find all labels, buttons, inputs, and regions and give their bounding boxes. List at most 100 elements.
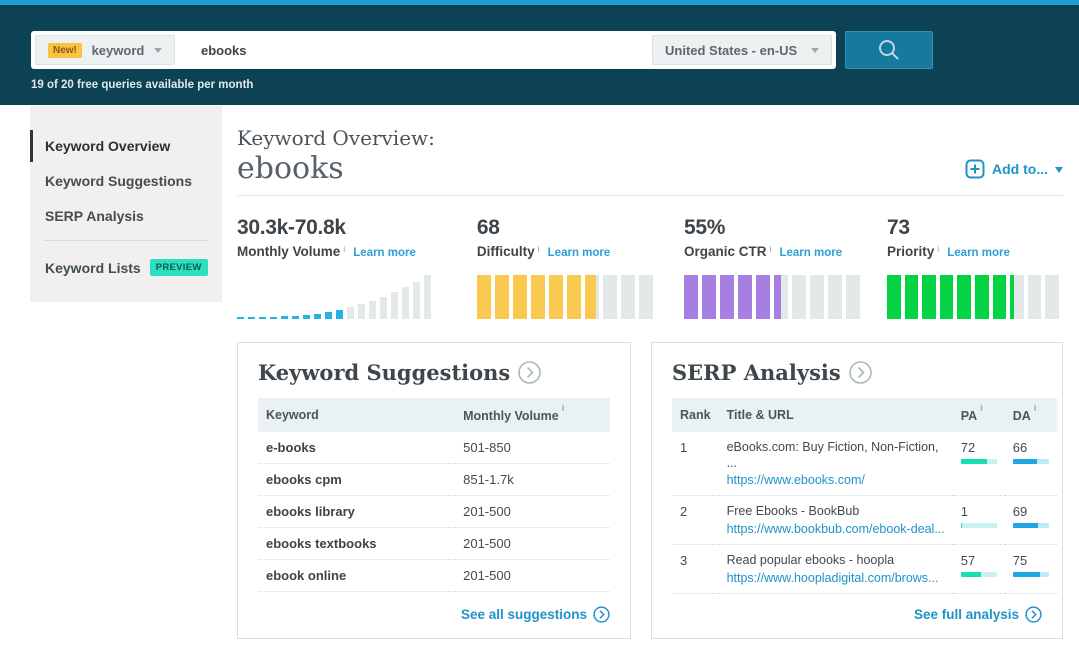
sidebar-item-label: SERP Analysis: [45, 208, 144, 224]
chevron-circle-icon[interactable]: [518, 361, 542, 384]
histogram-bar: [281, 316, 288, 319]
da-bar: [1012, 572, 1049, 578]
metric-value: 30.3k-70.8k: [237, 216, 346, 239]
result-url[interactable]: https://www.hoopladigital.com/brows...: [726, 570, 939, 585]
title-url-cell: eBooks.com: Buy Fiction, Non-Fiction, ..…: [718, 432, 953, 497]
scale-bar-fill: [887, 275, 901, 319]
result-title: eBooks.com: Buy Fiction, Non-Fiction, ..…: [726, 440, 939, 470]
histogram-bar: [369, 300, 376, 319]
da-value: 66: [1012, 440, 1028, 456]
rank-cell: 3: [672, 544, 719, 594]
sidebar-item-serp-analysis[interactable]: SERP Analysis: [30, 200, 222, 232]
column-header-pa: PAi: [960, 403, 983, 424]
histogram-bar: [237, 317, 244, 319]
table-row: ebooks cpm 851-1.7k: [258, 463, 610, 497]
scale-bar: [809, 275, 824, 319]
pa-bar: [960, 572, 997, 578]
table-row: 2 Free Ebooks - BookBub https://www.bookbu…: [672, 495, 1057, 546]
scale-bar-fill: [992, 275, 1007, 319]
chevron-down-icon: [1055, 167, 1063, 173]
result-url[interactable]: https://www.bookbub.com/ebook-deal...: [726, 522, 945, 537]
rank-cell: 1: [672, 432, 719, 497]
main-content: Keyword Overview: ebooks Add to... 30.3k…: [237, 106, 1063, 639]
scale-bar: [683, 275, 698, 319]
table-row: ebooks library 201-500: [258, 495, 610, 529]
result-title: Read popular ebooks - hoopla: [726, 553, 895, 568]
serp-analysis-card: SERP Analysis Rank Title & URL PAi: [651, 342, 1063, 639]
pa-bar-fill: [960, 572, 982, 578]
histogram-bar: [347, 307, 354, 319]
pa-bar-fill: [960, 459, 987, 465]
page-title: Keyword Overview:: [237, 126, 435, 150]
keyword-cell: ebooks textbooks: [258, 527, 456, 561]
sidebar-item-keyword-lists[interactable]: Keyword Lists PREVIEW: [30, 251, 222, 284]
scale-bar: [1045, 275, 1059, 319]
scale-bar: [791, 275, 806, 319]
learn-more-link[interactable]: Learn more: [947, 247, 1010, 259]
da-bar: [1012, 459, 1049, 465]
result-url[interactable]: https://www.ebooks.com/: [726, 473, 865, 488]
learn-more-link[interactable]: Learn more: [353, 247, 416, 259]
scale-bar-fill: [701, 275, 716, 319]
info-icon: i: [769, 244, 772, 254]
scale-bar: [827, 275, 842, 319]
metric-organic-ctr: 55% Organic CTR i Learn more: [683, 216, 887, 319]
sidebar-item-label: Keyword Overview: [45, 138, 171, 154]
scale-bar-fill: [584, 275, 597, 319]
histogram-bar: [413, 281, 420, 319]
scale-bar-fill: [755, 275, 770, 319]
sidebar-item-keyword-suggestions[interactable]: Keyword Suggestions: [30, 165, 222, 197]
scale-bar: [476, 275, 491, 319]
pa-bar: [960, 523, 997, 529]
see-all-suggestions-link[interactable]: See all suggestions: [461, 606, 610, 623]
add-to-button[interactable]: Add to...: [965, 159, 1063, 179]
scale-bar-fill: [476, 275, 491, 319]
scale-bar-fill: [737, 275, 752, 319]
scale-bar: [566, 275, 581, 319]
quota-note: 19 of 20 free queries available per mont…: [31, 79, 254, 91]
sidebar-item-keyword-overview[interactable]: Keyword Overview: [30, 130, 222, 162]
metric-label: Organic CTR: [683, 244, 767, 259]
scale-bar: [548, 275, 563, 319]
learn-more-link[interactable]: Learn more: [547, 247, 611, 259]
metrics-row: 30.3k-70.8k Monthly Volume i Learn more 68 Di…: [237, 216, 1063, 319]
chevron-circle-icon[interactable]: [848, 361, 872, 384]
result-title: Free Ebooks - BookBub: [726, 504, 860, 519]
pa-value: 57: [960, 553, 976, 569]
scale-bar: [1010, 275, 1024, 319]
locale-dropdown[interactable]: United States - en-US: [652, 35, 832, 65]
table-row: 3 Read popular ebooks - hoopla https://www…: [672, 544, 1057, 594]
da-value: 75: [1012, 553, 1028, 569]
chevron-down-icon: [811, 47, 819, 53]
metric-label-row: Priority i Learn more: [887, 244, 1063, 259]
scale-bar: [602, 275, 617, 319]
scale-bar-fill: [974, 275, 989, 319]
organic-ctr-chart: [683, 275, 887, 319]
search-input[interactable]: [179, 42, 648, 58]
scale-bar-fill: [566, 275, 581, 319]
search-icon: [879, 40, 899, 60]
histogram-bar: [314, 313, 321, 319]
histogram-bar: [292, 315, 299, 319]
card-title: SERP Analysis: [672, 360, 1042, 385]
see-full-analysis-link[interactable]: See full analysis: [914, 606, 1042, 623]
scale-bar: [620, 275, 635, 319]
metric-label: Priority: [887, 244, 935, 259]
search-type-dropdown[interactable]: New! keyword: [35, 35, 175, 65]
scale-bar-fill: [683, 275, 698, 319]
search-button[interactable]: [845, 31, 933, 69]
metric-value: 73: [887, 216, 910, 239]
histogram-bar: [270, 316, 277, 319]
keyword-cell: ebooks cpm: [258, 463, 456, 497]
scale-bar: [584, 275, 599, 319]
learn-more-link[interactable]: Learn more: [779, 247, 843, 259]
metric-label-row: Monthly Volume i Learn more: [237, 244, 477, 259]
rank-cell: 2: [672, 495, 719, 546]
column-header-rank: Rank: [680, 408, 711, 423]
footlink-label: See full analysis: [913, 607, 1019, 622]
scale-bar-fill: [512, 275, 527, 319]
suggestions-table: Keyword Monthly Volumei e-books 501-850 eb…: [258, 398, 610, 593]
info-icon: i: [537, 244, 540, 254]
column-header-monthly-volume: Monthly Volumei: [463, 403, 565, 424]
difficulty-chart: [476, 275, 684, 319]
